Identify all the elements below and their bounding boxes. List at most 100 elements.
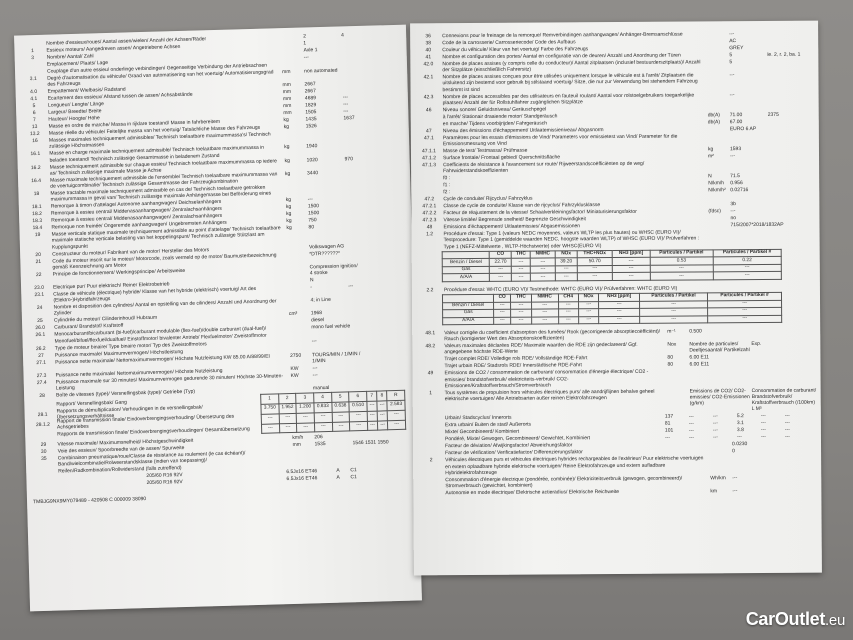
spec-num: 7 bbox=[32, 117, 36, 124]
spec-v2 bbox=[772, 38, 819, 45]
spec-unit: km bbox=[710, 488, 718, 495]
table-header-cell: Particules / Partikel bbox=[649, 249, 713, 258]
spec-v1: 715/2007*2018/1832AP bbox=[730, 222, 784, 229]
table-header-cell: NMHC bbox=[530, 250, 556, 259]
spec-v2 bbox=[773, 215, 820, 222]
spec-v1: --- bbox=[729, 31, 735, 38]
spec-unit: mm bbox=[282, 82, 291, 89]
spec-unit bbox=[285, 264, 310, 277]
gearbox-cell: 5 bbox=[331, 392, 350, 403]
spec-v1: no bbox=[730, 215, 737, 222]
spec-rows-left: Nombre d'essieux/roues/ Aantal assen/wie… bbox=[14, 31, 419, 507]
spec-unit bbox=[705, 201, 730, 207]
spec-v1: 0 bbox=[732, 448, 735, 455]
spec-v1: 1020 bbox=[306, 156, 318, 164]
spec-unit: kg bbox=[286, 225, 292, 232]
table-cell: --- bbox=[555, 273, 578, 281]
co2-cell: --- bbox=[784, 413, 790, 420]
spec-num bbox=[413, 477, 445, 490]
spec-v1: TOURS/MIN / 1/MIN / 1/MIN bbox=[311, 350, 361, 365]
spec-unit bbox=[288, 385, 313, 392]
spec-row: 42.1 Nombre de places assises conçues pou… bbox=[410, 72, 818, 93]
spec-unit bbox=[704, 59, 729, 72]
spec-num bbox=[15, 69, 47, 76]
table-cell: --- bbox=[511, 273, 531, 282]
spec-v2 bbox=[356, 141, 410, 155]
spec-num: 1 bbox=[31, 48, 34, 55]
spec-num bbox=[25, 435, 57, 436]
table-cell: A/A/A bbox=[442, 316, 494, 325]
table-cell: --- bbox=[558, 301, 579, 309]
gearbox-cell: R bbox=[386, 390, 405, 401]
watermark-tld: .eu bbox=[825, 612, 845, 629]
spec-unit bbox=[279, 55, 304, 62]
spec-v2 bbox=[773, 187, 820, 194]
table-cell: --- bbox=[493, 309, 511, 317]
gearbox-cell: 8 bbox=[376, 391, 388, 402]
spec-unit: (fdsc) bbox=[708, 208, 721, 215]
spec-unit: mm bbox=[292, 441, 302, 449]
gearbox-cell: --- bbox=[387, 419, 406, 431]
gearbox-cell: 3.750 bbox=[260, 403, 279, 415]
spec-unit bbox=[705, 194, 730, 200]
spec-v1: Compression ignition/ 4 stroke bbox=[309, 262, 358, 277]
gearbox-cell: --- bbox=[261, 423, 280, 434]
table-cell: --- bbox=[558, 308, 579, 317]
spec-v1: 3b bbox=[730, 201, 736, 208]
spec-num: 2.2 bbox=[426, 287, 434, 294]
spec-v2: 2375 bbox=[767, 111, 779, 118]
spec-num: 46 bbox=[425, 107, 432, 114]
spec-num: 27.3 bbox=[36, 372, 47, 379]
gearbox-cell: --- bbox=[367, 420, 378, 431]
spec-num: 41 bbox=[425, 54, 432, 61]
spec-v2 bbox=[753, 368, 821, 387]
co2-cell: 101 bbox=[664, 428, 674, 435]
gearbox-cell: 1.200 bbox=[296, 402, 315, 414]
spec-num: 16.1 bbox=[30, 151, 41, 158]
watermark-brand: CarOutlet bbox=[745, 609, 826, 629]
spec-unit bbox=[664, 369, 689, 388]
spec-unit bbox=[665, 388, 690, 413]
spec-v1: 0.500 bbox=[689, 328, 702, 335]
table-header-cell: NOx bbox=[578, 293, 599, 302]
table-cell: --- bbox=[531, 316, 559, 325]
spec-v1: 1593 bbox=[729, 146, 742, 153]
spec-unit bbox=[287, 345, 312, 352]
gearbox-cell: --- bbox=[349, 420, 368, 432]
spec-v1: 80 bbox=[308, 224, 315, 231]
gearbox-cell: --- bbox=[366, 401, 378, 412]
spec-num: 16.4 bbox=[31, 177, 42, 184]
spec-unit: N/km/h bbox=[708, 180, 725, 187]
spec-lbl: Procédure d'essai: Type 1 (valeurs NEDC … bbox=[443, 229, 700, 250]
spec-v1: --- bbox=[729, 153, 736, 160]
spec-lbl: Valeur corrigée du coefficient d'absorpt… bbox=[444, 328, 661, 343]
gearbox-cell: --- bbox=[278, 413, 297, 424]
co2-cell: --- bbox=[712, 420, 718, 427]
spec-v2 bbox=[772, 104, 819, 111]
spec-unit: mm bbox=[282, 89, 292, 96]
spec-v2 bbox=[753, 361, 821, 368]
tyre-cell: A bbox=[336, 467, 340, 474]
gearbox-cell: --- bbox=[331, 411, 350, 422]
co2-cell: --- bbox=[760, 420, 766, 427]
spec-num: 35 bbox=[41, 456, 47, 463]
spec-unit: m² bbox=[707, 153, 714, 160]
spec-num: 13 bbox=[31, 124, 38, 131]
spec-num bbox=[413, 423, 445, 429]
spec-v1: 5 bbox=[729, 52, 733, 59]
document-page-left: Nombre d'essieux/roues/ Aantal assen/wie… bbox=[14, 24, 422, 612]
spec-num: 1 bbox=[429, 390, 433, 397]
emissions-table: CO THC NMHC NOx THC+NOx NH3 [ppm] Particules /… bbox=[442, 249, 782, 282]
spec-v1: 6.00 E11 bbox=[689, 361, 710, 368]
spec-unit: cm³ bbox=[288, 311, 298, 318]
table-cell: --- bbox=[530, 258, 556, 266]
spec-v1: - bbox=[310, 284, 312, 291]
spec-v2 bbox=[772, 31, 819, 38]
spec-v2 bbox=[775, 455, 822, 474]
spec-v2: Consommation de carburant/ Brandstofverb… bbox=[751, 387, 817, 413]
spec-lbl: Nombre de places assises conçues pour êt… bbox=[442, 72, 698, 93]
gearbox-cell: --- bbox=[387, 410, 406, 421]
gearbox-cell: --- bbox=[314, 421, 333, 433]
spec-row: 2 Véhicules électriques purs et véhicules… bbox=[413, 455, 821, 476]
tyre-cell: C1 bbox=[350, 473, 357, 481]
